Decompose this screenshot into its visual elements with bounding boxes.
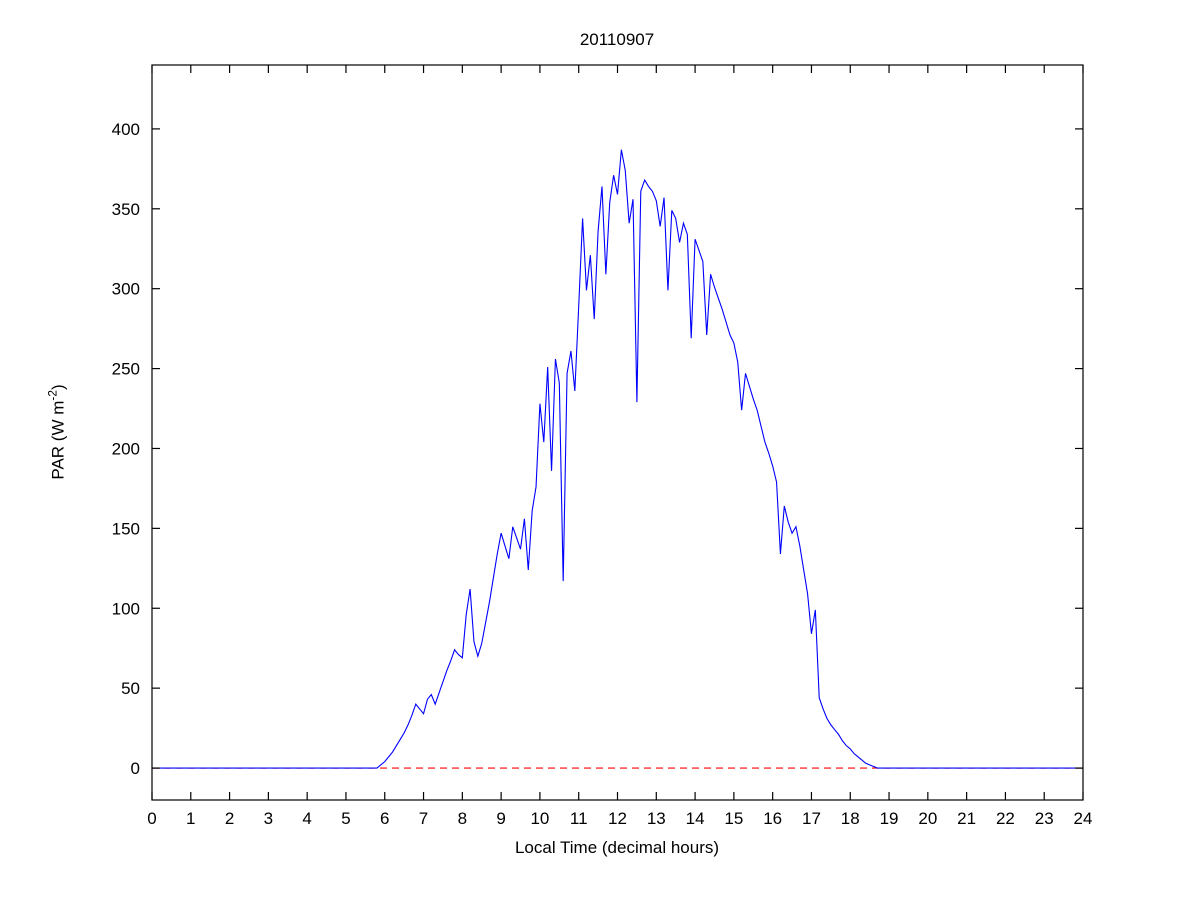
x-tick-label: 2 — [225, 809, 234, 828]
chart-title: 20110907 — [579, 30, 655, 49]
x-tick-label: 4 — [302, 809, 311, 828]
x-tick-label: 18 — [841, 809, 860, 828]
x-tick-label: 24 — [1074, 809, 1093, 828]
x-tick-label: 6 — [380, 809, 389, 828]
y-axis-label-close: ) — [48, 384, 68, 391]
series-line-par — [152, 149, 1083, 769]
x-tick-label: 20 — [918, 809, 937, 828]
x-tick-label: 19 — [880, 809, 899, 828]
x-tick-label: 9 — [496, 809, 505, 828]
x-tick-label: 10 — [530, 809, 549, 828]
y-axis-label: PAR (W m-2) — [46, 384, 69, 479]
y-tick-label: 50 — [121, 679, 140, 698]
y-tick-label: 400 — [112, 120, 140, 139]
x-tick-label: 23 — [1035, 809, 1054, 828]
x-tick-label: 14 — [686, 809, 705, 828]
x-tick-label: 7 — [419, 809, 428, 828]
x-tick-label: 3 — [264, 809, 273, 828]
x-tick-label: 16 — [763, 809, 782, 828]
y-tick-label: 300 — [112, 280, 140, 299]
x-tick-label: 11 — [570, 809, 588, 828]
x-tick-label: 12 — [608, 809, 627, 828]
x-tick-label: 13 — [647, 809, 666, 828]
y-axis-label-text: PAR (W m — [48, 400, 68, 480]
x-tick-label: 1 — [186, 809, 195, 828]
x-tick-label: 21 — [957, 809, 976, 828]
x-tick-label: 15 — [724, 809, 743, 828]
y-tick-label: 250 — [112, 360, 140, 379]
y-tick-label: 200 — [112, 439, 140, 458]
x-tick-label: 8 — [458, 809, 467, 828]
y-tick-label: 100 — [112, 599, 140, 618]
x-tick-label: 17 — [802, 809, 821, 828]
x-axis-label: Local Time (decimal hours) — [514, 838, 720, 857]
y-tick-label: 150 — [112, 519, 140, 538]
y-axis-label-superscript: -2 — [45, 390, 60, 401]
x-tick-label: 22 — [996, 809, 1015, 828]
x-tick-label: 0 — [147, 809, 156, 828]
x-tick-label: 5 — [341, 809, 350, 828]
y-tick-label: 350 — [112, 200, 140, 219]
axes-box — [151, 64, 1084, 801]
y-tick-label: 0 — [131, 759, 140, 778]
